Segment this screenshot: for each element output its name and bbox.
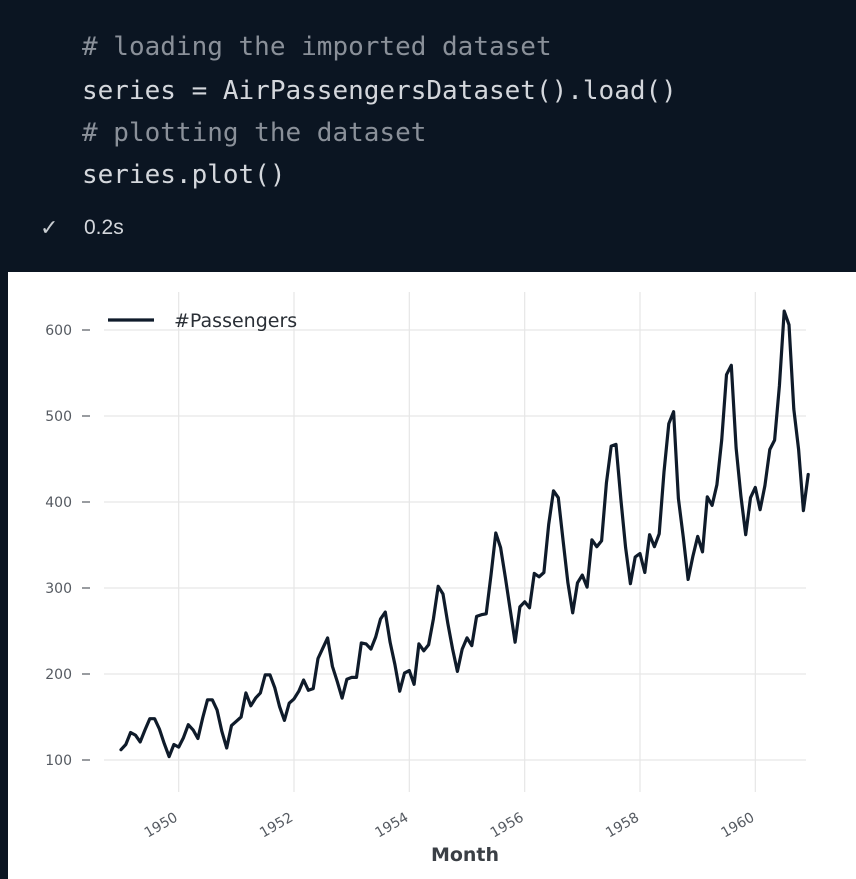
cell-output: 100 200 300 400 500 600 1950 1952 1954 1956 1958 1… (8, 272, 856, 879)
legend: #Passengers (108, 310, 297, 332)
x-tick-label: 1952 (257, 810, 296, 842)
legend-label: #Passengers (174, 310, 297, 332)
x-tick-label: 1960 (718, 810, 757, 842)
y-tick-label: 200 (45, 667, 72, 683)
x-tick-label: 1954 (372, 810, 411, 842)
y-tick-label: 300 (45, 581, 72, 597)
x-axis-label: Month (431, 844, 499, 866)
code-line-comment-2: # plotting the dataset (82, 118, 427, 148)
x-tick-label: 1958 (603, 810, 642, 842)
x-tick-label: 1956 (488, 810, 527, 842)
y-tick-label: 500 (45, 409, 72, 425)
y-axis-ticks: 100 200 300 400 500 600 (45, 323, 90, 769)
code-line-load: series = AirPassengersDataset().load() (82, 76, 677, 106)
code-line-plot: series.plot() (82, 160, 286, 190)
series-line-passengers (119, 309, 810, 759)
code-cell[interactable]: # loading the imported dataset series = … (0, 0, 856, 255)
x-axis-ticks: 1950 1952 1954 1956 1958 1960 (142, 810, 758, 842)
y-tick-label: 400 (45, 495, 72, 511)
execution-time: 0.2s (84, 216, 124, 239)
code-line-comment-1: # loading the imported dataset (82, 32, 552, 62)
y-tick-label: 100 (45, 753, 72, 769)
x-tick-label: 1950 (142, 810, 181, 842)
y-tick-label: 600 (45, 323, 72, 339)
execution-status: ✓ 0.2s (40, 212, 124, 244)
chart-grid (104, 292, 806, 792)
check-icon: ✓ (40, 215, 59, 241)
